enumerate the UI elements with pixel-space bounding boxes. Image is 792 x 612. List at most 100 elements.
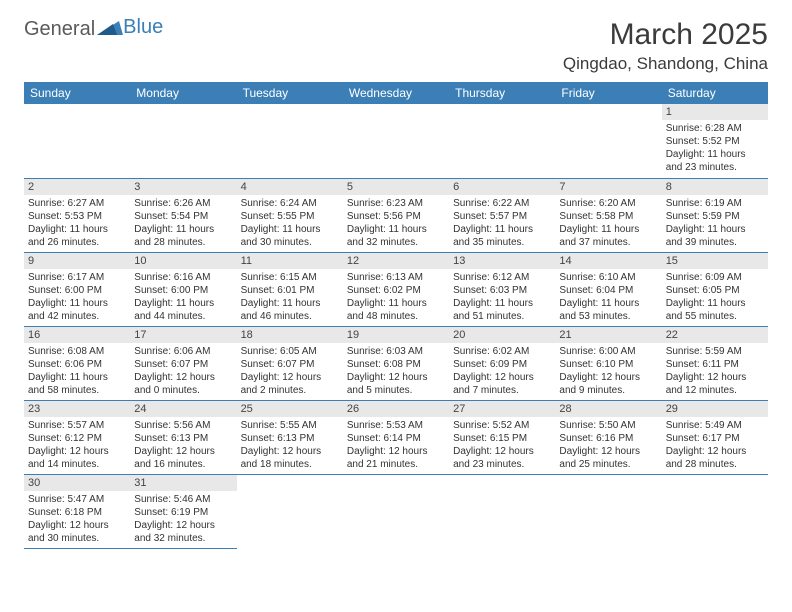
day-content: Sunrise: 6:22 AMSunset: 5:57 PMDaylight:…: [449, 195, 555, 251]
day-content: Sunrise: 6:19 AMSunset: 5:59 PMDaylight:…: [662, 195, 768, 251]
calendar-day: 10 Sunrise: 6:16 AMSunset: 6:00 PMDayligh…: [130, 252, 236, 326]
day-number: 26: [343, 401, 449, 417]
day-content: Sunrise: 6:13 AMSunset: 6:02 PMDaylight:…: [343, 269, 449, 325]
day-number: 22: [662, 327, 768, 343]
day-line-d1: Daylight: 12 hours: [241, 445, 339, 458]
day-number: 9: [24, 253, 130, 269]
day-header: Wednesday: [343, 82, 449, 104]
day-line-ss: Sunset: 6:04 PM: [559, 284, 657, 297]
day-number: 14: [555, 253, 661, 269]
day-line-d2: and 44 minutes.: [134, 310, 232, 323]
day-line-ss: Sunset: 5:58 PM: [559, 210, 657, 223]
day-number: 15: [662, 253, 768, 269]
day-line-d1: Daylight: 11 hours: [134, 223, 232, 236]
day-line-d2: and 55 minutes.: [666, 310, 764, 323]
day-line-ss: Sunset: 6:10 PM: [559, 358, 657, 371]
day-line-sr: Sunrise: 6:13 AM: [347, 271, 445, 284]
day-line-sr: Sunrise: 5:57 AM: [28, 419, 126, 432]
calendar-empty: [449, 474, 555, 548]
day-line-sr: Sunrise: 5:50 AM: [559, 419, 657, 432]
day-line-ss: Sunset: 6:16 PM: [559, 432, 657, 445]
day-line-d1: Daylight: 11 hours: [559, 297, 657, 310]
day-line-ss: Sunset: 6:03 PM: [453, 284, 551, 297]
day-header: Saturday: [662, 82, 768, 104]
day-number: 6: [449, 179, 555, 195]
calendar-day: 29Sunrise: 5:49 AMSunset: 6:17 PMDayligh…: [662, 400, 768, 474]
day-line-ss: Sunset: 6:07 PM: [134, 358, 232, 371]
day-line-d1: Daylight: 12 hours: [241, 371, 339, 384]
day-content: Sunrise: 6:02 AMSunset: 6:09 PMDaylight:…: [449, 343, 555, 399]
day-line-sr: Sunrise: 6:16 AM: [134, 271, 232, 284]
calendar-day: 23Sunrise: 5:57 AMSunset: 6:12 PMDayligh…: [24, 400, 130, 474]
calendar-day: 31Sunrise: 5:46 AMSunset: 6:19 PMDayligh…: [130, 474, 236, 548]
day-header: Monday: [130, 82, 236, 104]
day-line-d1: Daylight: 12 hours: [453, 371, 551, 384]
day-line-sr: Sunrise: 6:22 AM: [453, 197, 551, 210]
day-number: 4: [237, 179, 343, 195]
day-content: Sunrise: 6:28 AMSunset: 5:52 PMDaylight:…: [662, 120, 768, 176]
day-line-sr: Sunrise: 6:09 AM: [666, 271, 764, 284]
day-line-d1: Daylight: 12 hours: [347, 445, 445, 458]
day-line-d1: Daylight: 11 hours: [347, 223, 445, 236]
day-number: 19: [343, 327, 449, 343]
day-line-sr: Sunrise: 5:49 AM: [666, 419, 764, 432]
day-line-sr: Sunrise: 6:03 AM: [347, 345, 445, 358]
day-line-ss: Sunset: 6:01 PM: [241, 284, 339, 297]
day-header: Tuesday: [237, 82, 343, 104]
day-line-d2: and 39 minutes.: [666, 236, 764, 249]
calendar-day: 14Sunrise: 6:10 AMSunset: 6:04 PMDayligh…: [555, 252, 661, 326]
day-line-d2: and 32 minutes.: [134, 532, 232, 545]
day-line-sr: Sunrise: 5:46 AM: [134, 493, 232, 506]
day-line-d2: and 23 minutes.: [453, 458, 551, 471]
day-content: Sunrise: 6:08 AMSunset: 6:06 PMDaylight:…: [24, 343, 130, 399]
calendar-day: 15Sunrise: 6:09 AMSunset: 6:05 PMDayligh…: [662, 252, 768, 326]
calendar-empty: [555, 104, 661, 178]
day-line-d2: and 18 minutes.: [241, 458, 339, 471]
calendar-day: 24Sunrise: 5:56 AMSunset: 6:13 PMDayligh…: [130, 400, 236, 474]
day-line-sr: Sunrise: 5:47 AM: [28, 493, 126, 506]
day-content: Sunrise: 6:12 AMSunset: 6:03 PMDaylight:…: [449, 269, 555, 325]
day-line-d2: and 21 minutes.: [347, 458, 445, 471]
day-header: Thursday: [449, 82, 555, 104]
day-line-d1: Daylight: 12 hours: [134, 371, 232, 384]
day-content: Sunrise: 6:05 AMSunset: 6:07 PMDaylight:…: [237, 343, 343, 399]
day-content: Sunrise: 6:23 AMSunset: 5:56 PMDaylight:…: [343, 195, 449, 251]
day-line-sr: Sunrise: 6:00 AM: [559, 345, 657, 358]
day-line-d1: Daylight: 11 hours: [134, 297, 232, 310]
day-line-ss: Sunset: 6:00 PM: [134, 284, 232, 297]
calendar-table: SundayMondayTuesdayWednesdayThursdayFrid…: [24, 82, 768, 549]
day-number: 31: [130, 475, 236, 491]
day-number: 5: [343, 179, 449, 195]
day-line-d1: Daylight: 12 hours: [453, 445, 551, 458]
day-line-ss: Sunset: 5:52 PM: [666, 135, 764, 148]
day-line-ss: Sunset: 5:57 PM: [453, 210, 551, 223]
day-number: 13: [449, 253, 555, 269]
day-line-sr: Sunrise: 5:52 AM: [453, 419, 551, 432]
day-content: Sunrise: 5:47 AMSunset: 6:18 PMDaylight:…: [24, 491, 130, 547]
day-line-d2: and 42 minutes.: [28, 310, 126, 323]
day-line-ss: Sunset: 6:11 PM: [666, 358, 764, 371]
title-block: March 2025 Qingdao, Shandong, China: [563, 18, 768, 74]
day-line-d1: Daylight: 11 hours: [347, 297, 445, 310]
day-line-sr: Sunrise: 6:26 AM: [134, 197, 232, 210]
calendar-day: 1Sunrise: 6:28 AMSunset: 5:52 PMDaylight…: [662, 104, 768, 178]
day-line-d1: Daylight: 11 hours: [28, 297, 126, 310]
day-line-sr: Sunrise: 5:55 AM: [241, 419, 339, 432]
calendar-empty: [130, 104, 236, 178]
calendar-day: 27Sunrise: 5:52 AMSunset: 6:15 PMDayligh…: [449, 400, 555, 474]
day-line-d2: and 5 minutes.: [347, 384, 445, 397]
day-content: Sunrise: 6:06 AMSunset: 6:07 PMDaylight:…: [130, 343, 236, 399]
calendar-week: 2Sunrise: 6:27 AMSunset: 5:53 PMDaylight…: [24, 178, 768, 252]
day-number: 2: [24, 179, 130, 195]
calendar-empty: [343, 474, 449, 548]
calendar-day: 11Sunrise: 6:15 AMSunset: 6:01 PMDayligh…: [237, 252, 343, 326]
day-number: 17: [130, 327, 236, 343]
day-content: Sunrise: 5:46 AMSunset: 6:19 PMDaylight:…: [130, 491, 236, 547]
day-line-sr: Sunrise: 5:56 AM: [134, 419, 232, 432]
day-content: Sunrise: 6:09 AMSunset: 6:05 PMDaylight:…: [662, 269, 768, 325]
day-content: Sunrise: 5:49 AMSunset: 6:17 PMDaylight:…: [662, 417, 768, 473]
calendar-week: 9Sunrise: 6:17 AMSunset: 6:00 PMDaylight…: [24, 252, 768, 326]
day-number: 10: [130, 253, 236, 269]
day-line-ss: Sunset: 6:05 PM: [666, 284, 764, 297]
day-content: Sunrise: 6:10 AMSunset: 6:04 PMDaylight:…: [555, 269, 661, 325]
